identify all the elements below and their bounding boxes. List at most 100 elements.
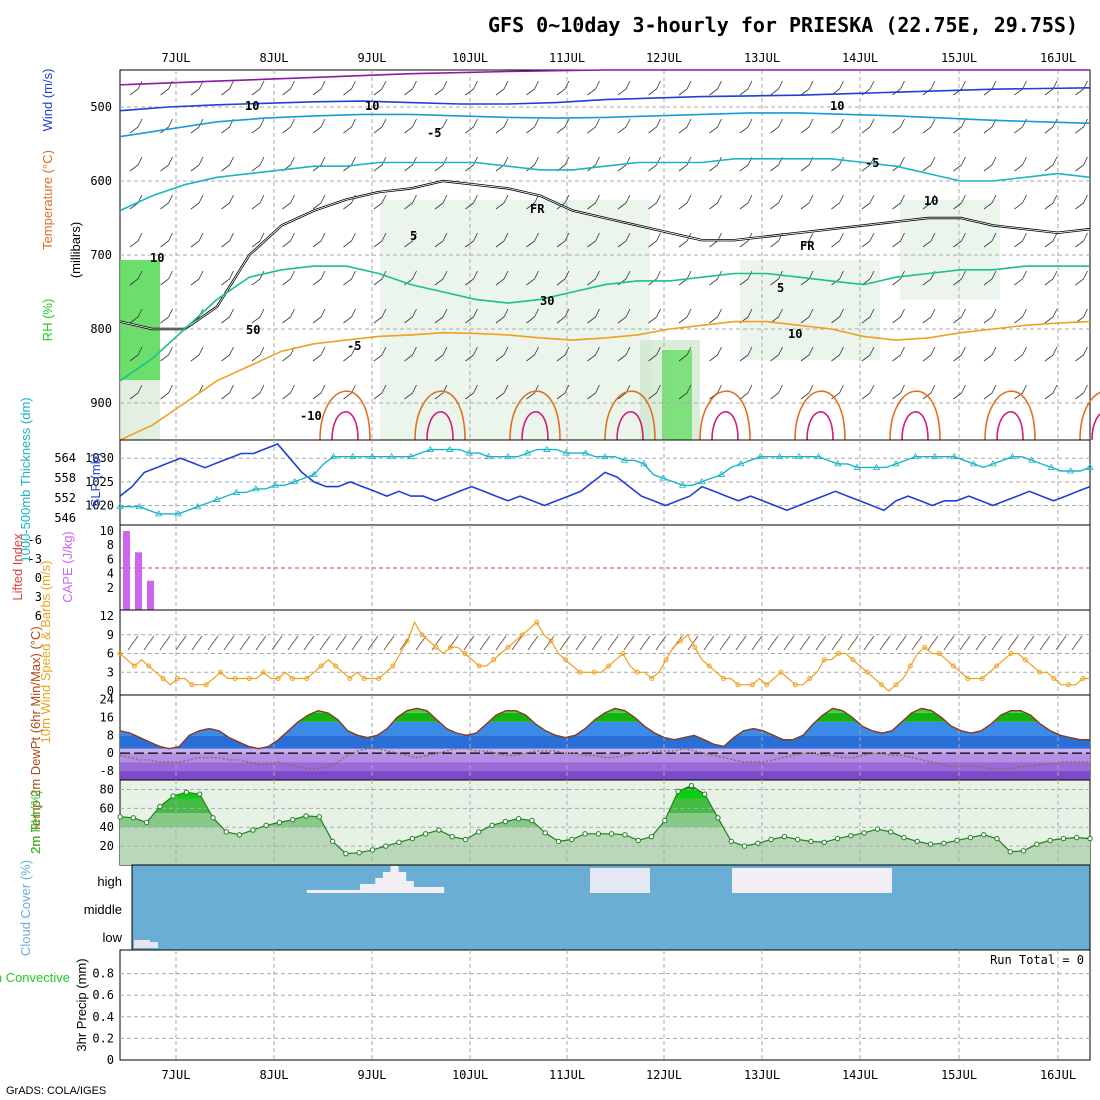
wind-speed-marker [692, 644, 698, 650]
wind-speed-marker [864, 669, 870, 675]
wind-barb [767, 635, 779, 651]
wind-barb [221, 270, 234, 286]
wind-barb [617, 232, 631, 248]
wind-speed-marker [289, 676, 295, 681]
wind-barb [207, 635, 219, 651]
rh-marker [170, 793, 176, 799]
wind-barb [861, 308, 875, 324]
wind-speed-marker [1080, 676, 1086, 681]
date-tick-label-bottom: 14JUL [842, 1068, 878, 1082]
wind-barb [556, 118, 570, 134]
thickness-marker [911, 452, 920, 460]
wind-barb [463, 635, 475, 651]
wind-barb [943, 635, 955, 651]
wind-barb [587, 118, 600, 134]
ylabel-slp: SLP (mb) [88, 453, 103, 508]
wind-barb [587, 156, 600, 172]
date-tick-label-bottom: 13JUL [744, 1068, 780, 1082]
contour-label: FR [530, 202, 545, 216]
wind-barb [221, 232, 234, 248]
rh-tick-label: 60 [100, 801, 114, 815]
wind-barb [678, 156, 692, 172]
wind-barb [526, 346, 539, 362]
thickness-marker [135, 502, 144, 510]
rh-high-shading [120, 260, 160, 380]
wind-speed-marker [979, 676, 985, 681]
wind-barb [543, 635, 555, 651]
wind-barb [343, 118, 356, 134]
wind-barb [639, 635, 651, 651]
wind-barb [739, 232, 753, 248]
wind-barb [648, 232, 661, 248]
wind-barb [648, 156, 661, 172]
wind-barb [800, 346, 814, 362]
rh-marker [343, 850, 349, 857]
ylabel-cape: CAPE (J/kg) [60, 531, 75, 603]
wind-barb [953, 346, 966, 362]
rh-marker [781, 833, 788, 840]
wind-barb [383, 635, 395, 651]
wind-barb [556, 194, 570, 210]
wind-barb [527, 635, 539, 651]
rh-marker [648, 833, 655, 840]
wind-barb [495, 232, 509, 248]
wind-barb [465, 156, 478, 172]
wind-barb [1075, 118, 1088, 134]
wind-barb [160, 194, 173, 210]
wind-barb [617, 118, 631, 134]
high-cloud-bar [428, 887, 437, 893]
wind-barb [343, 156, 356, 172]
wind-barb [1075, 194, 1088, 210]
wind-speed-line [119, 620, 1090, 692]
high-cloud-bar [420, 887, 430, 893]
thickness-marker [174, 510, 182, 517]
wind-barb [1075, 308, 1088, 324]
wind-barb [648, 270, 661, 286]
wind-panel-frame [119, 609, 1091, 696]
rh-high-shading [662, 350, 692, 440]
wind-barb [282, 118, 295, 134]
rh-marker [622, 832, 628, 838]
rh-tick-label: 20 [100, 839, 114, 853]
wind-barb [495, 346, 509, 362]
isotherm-15C [794, 390, 846, 441]
ylabel-thickness: 1000-500mb Thickness (dm) [18, 397, 33, 562]
wind-barb [1014, 194, 1027, 210]
rh-marker [276, 819, 283, 826]
wind-barb [709, 118, 722, 134]
wind-barb [404, 308, 417, 324]
wind-barb [922, 118, 936, 134]
wind-tick-label: 3 [107, 665, 114, 679]
wind-barb [678, 118, 692, 134]
temp-tick-label: -8 [100, 764, 114, 778]
wind-barb [526, 80, 539, 96]
high-cloud-bar [375, 878, 384, 893]
isotherm-20C [711, 411, 739, 441]
wind-speed-marker [649, 676, 655, 681]
wind-barb [587, 80, 600, 96]
wind-speed-marker [548, 638, 554, 644]
wind-barb [282, 384, 295, 400]
wind-barb [861, 384, 875, 400]
wind-barb [190, 156, 204, 172]
wind-barb [431, 635, 443, 651]
wind-barb [953, 156, 966, 172]
temp-color-band [120, 748, 1090, 754]
high-cloud-bar [337, 890, 346, 893]
wind-barb [556, 80, 570, 96]
thickness-marker [407, 452, 415, 460]
wind-barb [255, 635, 267, 651]
wind-barb [800, 308, 814, 324]
wind-barb [251, 156, 265, 172]
wind-barb [678, 194, 692, 210]
wind-speed-marker [333, 663, 339, 669]
wind-barb [703, 635, 715, 651]
wind-tick-label: 0 [107, 684, 114, 698]
high-cloud-bar [306, 890, 315, 893]
thickness-marker [387, 452, 396, 460]
ylabel-cloud: Cloud Cover (%) [18, 860, 33, 956]
rh-marker [635, 837, 641, 844]
rh-marker [675, 788, 681, 795]
wind-speed-marker [749, 682, 755, 688]
thickness-marker [814, 452, 823, 460]
